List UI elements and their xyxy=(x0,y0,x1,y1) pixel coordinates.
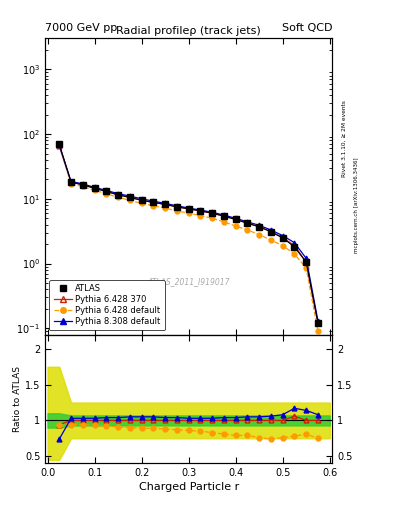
Title: Radial profileρ (track jets): Radial profileρ (track jets) xyxy=(116,26,261,36)
Y-axis label: Ratio to ATLAS: Ratio to ATLAS xyxy=(13,366,22,432)
Text: mcplots.cern.ch [arXiv:1306.3436]: mcplots.cern.ch [arXiv:1306.3436] xyxy=(354,157,359,252)
Text: Rivet 3.1.10, ≥ 2M events: Rivet 3.1.10, ≥ 2M events xyxy=(342,100,347,177)
Legend: ATLAS, Pythia 6.428 370, Pythia 6.428 default, Pythia 8.308 default: ATLAS, Pythia 6.428 370, Pythia 6.428 de… xyxy=(50,280,165,330)
Text: Soft QCD: Soft QCD xyxy=(282,23,332,33)
X-axis label: Charged Particle r: Charged Particle r xyxy=(138,482,239,493)
Text: 7000 GeV pp: 7000 GeV pp xyxy=(45,23,118,33)
Text: ATLAS_2011_I919017: ATLAS_2011_I919017 xyxy=(147,277,230,286)
